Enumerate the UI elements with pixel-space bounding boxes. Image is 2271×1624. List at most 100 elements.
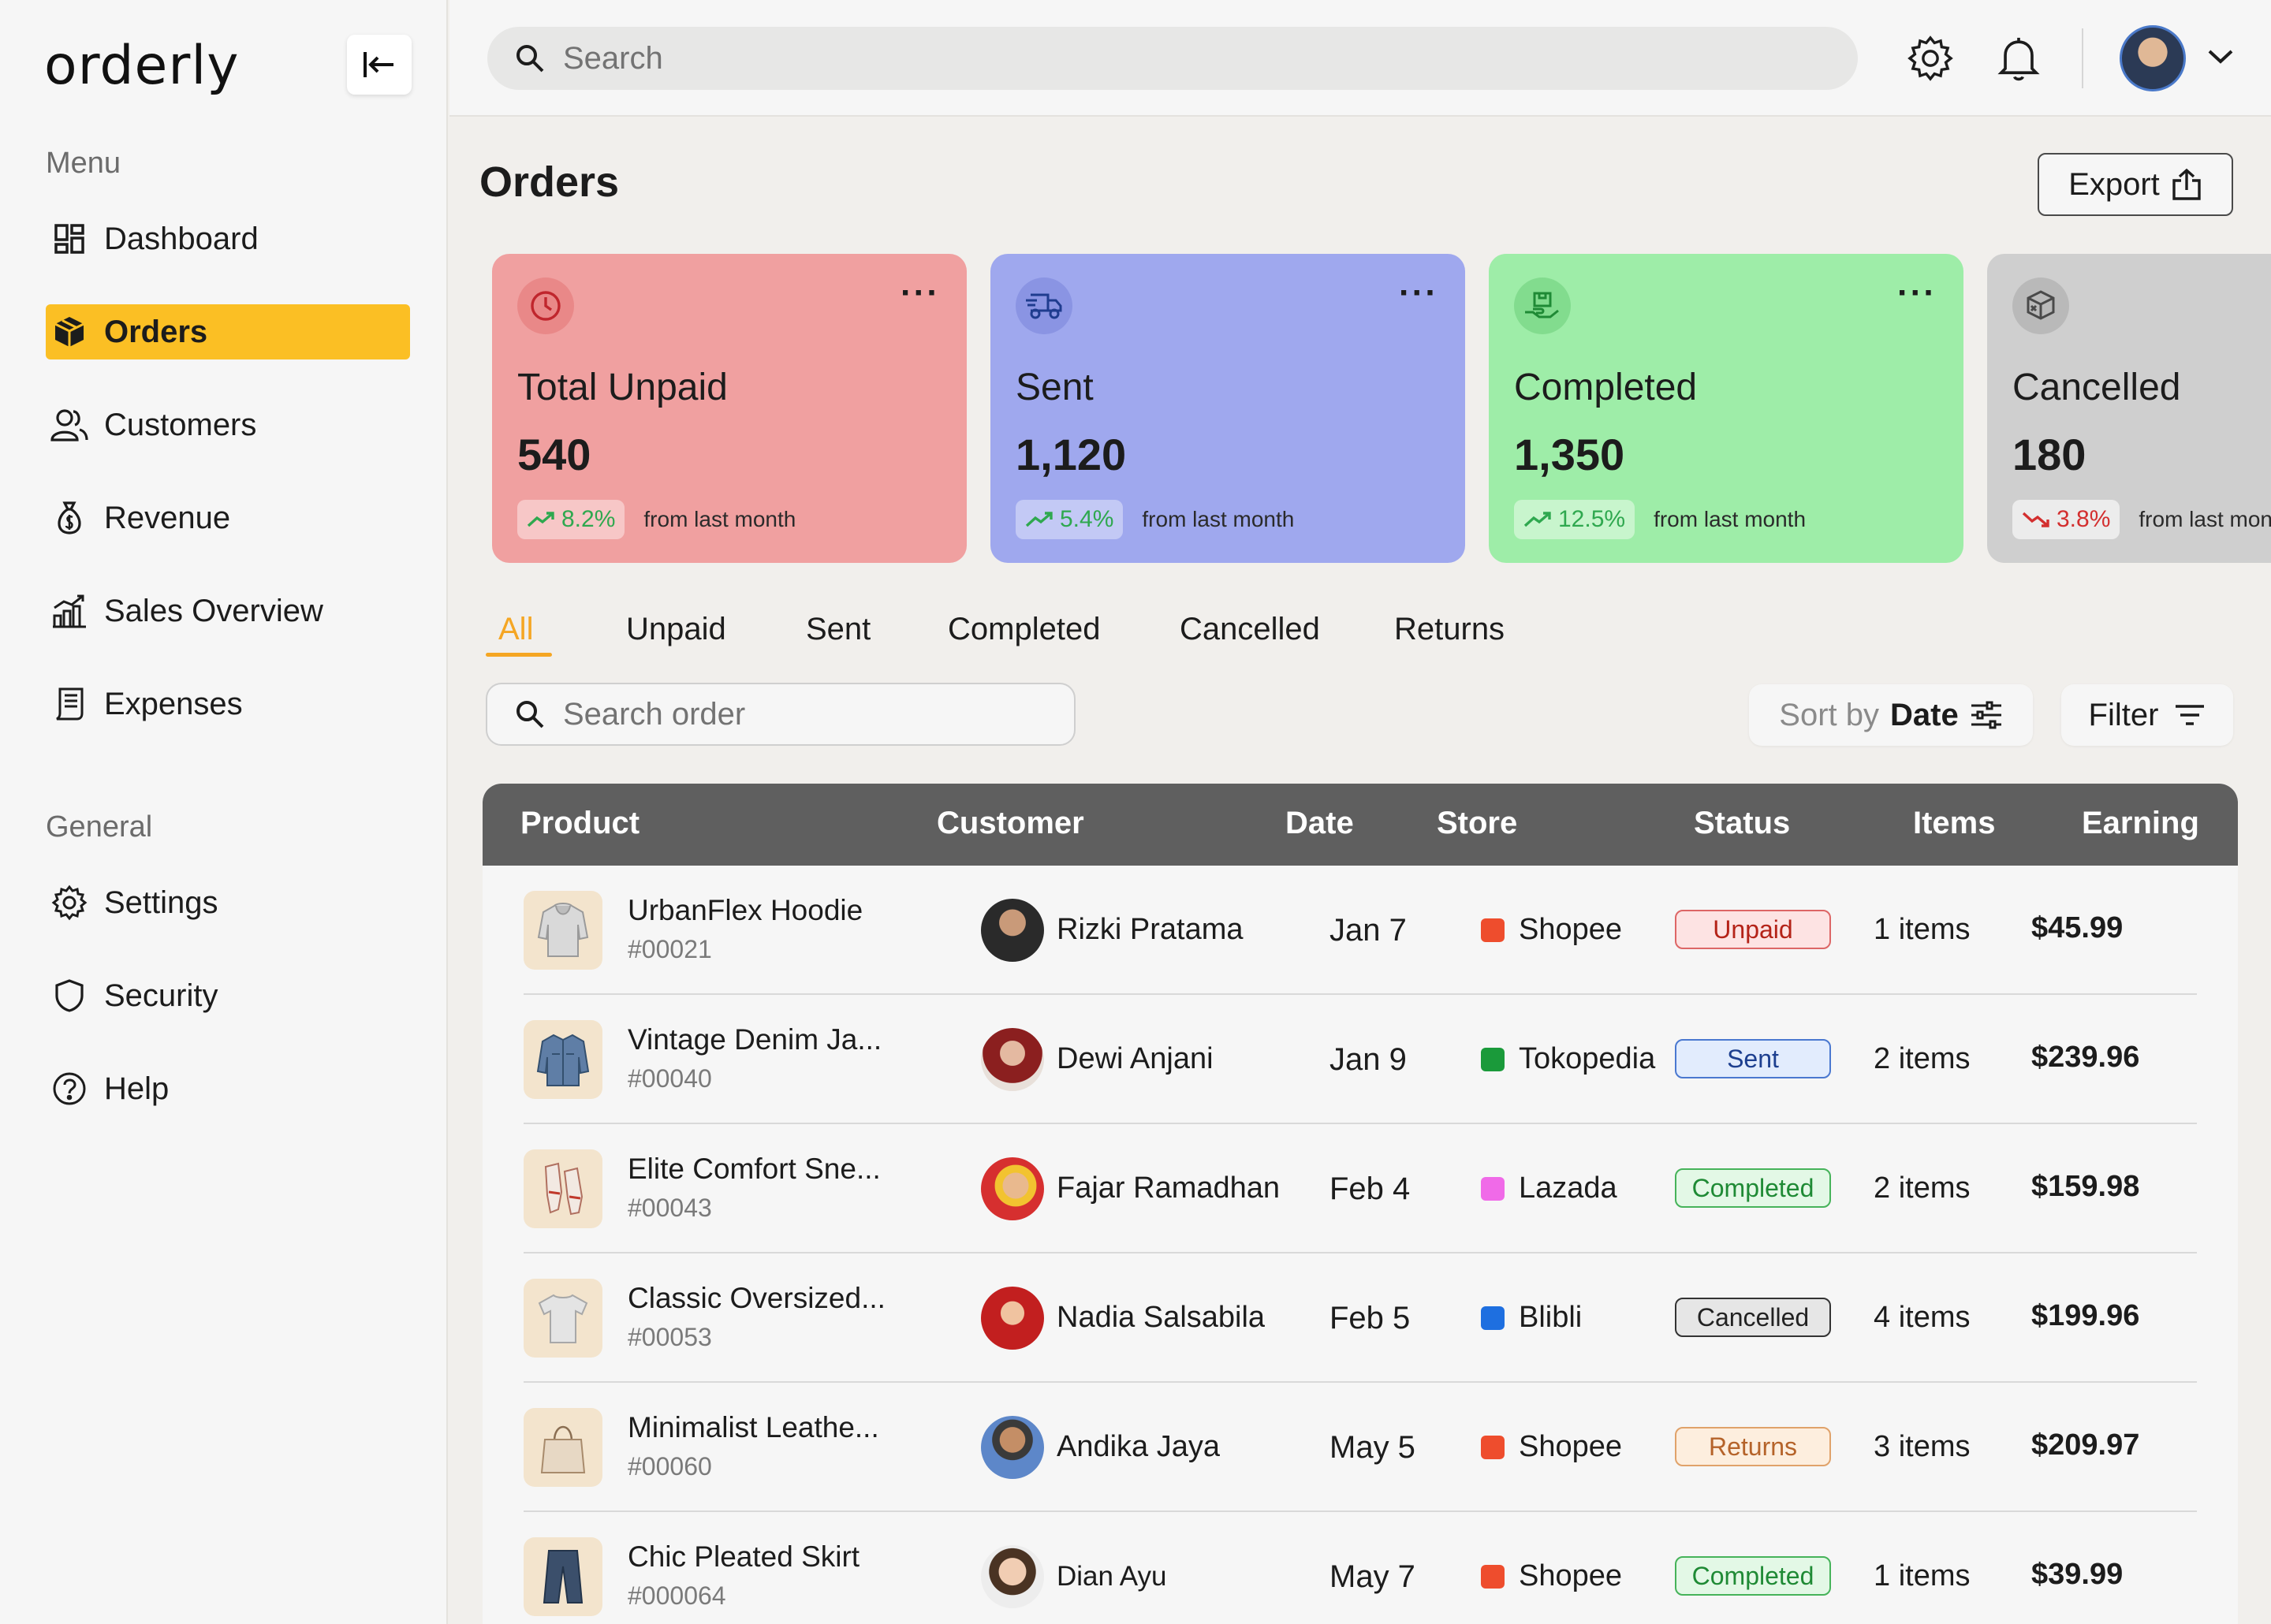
tab-sent[interactable]: Sent (806, 612, 871, 646)
order-search-placeholder: Search order (563, 696, 746, 732)
store-color-swatch (1481, 1564, 1505, 1589)
trend-pill: 3.8% (2012, 500, 2120, 539)
table-row[interactable]: Elite Comfort Sne... #00043 Fajar Ramadh… (524, 1124, 2197, 1253)
product-name[interactable]: Elite Comfort Sne... (628, 1153, 881, 1185)
general-section-title: General (46, 810, 153, 844)
sort-button[interactable]: Sort by Date (1749, 684, 2033, 746)
collapse-sidebar-button[interactable] (347, 35, 412, 95)
store-color-swatch (1481, 1047, 1505, 1071)
item-count: 2 items (1874, 1042, 1971, 1075)
item-count: 3 items (1874, 1430, 1971, 1463)
table-row[interactable]: Classic Oversized... #00053 Nadia Salsab… (524, 1253, 2197, 1383)
tab-unpaid[interactable]: Unpaid (626, 612, 726, 646)
trend-up-icon (527, 512, 554, 527)
orders-table: Product Customer Date Store Status Items… (483, 784, 2238, 1624)
column-header-store[interactable]: Store (1437, 806, 1518, 840)
tab-completed[interactable]: Completed (948, 612, 1101, 646)
status-badge: Unpaid (1675, 910, 1831, 949)
column-header-earning[interactable]: Earning (2082, 806, 2199, 840)
trend-note: from last month (1142, 507, 1295, 531)
stat-card-completed[interactable]: ··· Completed 1,350 12.5% from last mont… (1489, 254, 1963, 563)
trend-note: from last month (2139, 507, 2271, 531)
product-name[interactable]: Minimalist Leathe... (628, 1411, 879, 1443)
status-badge: Sent (1675, 1039, 1831, 1078)
truck-icon (1016, 277, 1072, 334)
order-id: #00053 (628, 1323, 712, 1351)
column-header-date[interactable]: Date (1285, 806, 1354, 840)
column-header-customer[interactable]: Customer (937, 806, 1084, 840)
product-name[interactable]: UrbanFlex Hoodie (628, 894, 863, 926)
more-options-icon[interactable]: ··· (901, 274, 940, 312)
table-row[interactable]: Vintage Denim Ja... #00040 Dewi Anjani J… (524, 995, 2197, 1124)
customer-avatar (981, 1287, 1044, 1350)
stat-card-total-unpaid[interactable]: ··· Total Unpaid 540 8.2% from last mont… (492, 254, 967, 563)
export-button[interactable]: Export (2038, 153, 2233, 216)
sidebar-item-settings[interactable]: Settings (46, 875, 410, 930)
account-menu-button[interactable] (2203, 39, 2238, 74)
user-avatar[interactable] (2120, 25, 2186, 91)
product-name[interactable]: Classic Oversized... (628, 1282, 886, 1314)
sidebar-item-revenue[interactable]: Revenue (46, 490, 410, 546)
filter-label: Filter (2088, 697, 2159, 732)
more-options-icon[interactable]: ··· (1897, 274, 1937, 312)
sidebar-item-dashboard[interactable]: Dashboard (46, 211, 410, 266)
tab-all[interactable]: All (498, 612, 534, 646)
store-color-swatch (1481, 918, 1505, 942)
tab-cancelled[interactable]: Cancelled (1180, 612, 1320, 646)
money-bag-icon (46, 498, 93, 538)
order-id: #00060 (628, 1452, 712, 1481)
product-thumbnail-sneakers (524, 1149, 602, 1228)
notifications-button[interactable] (1990, 30, 2047, 87)
sidebar-item-customers[interactable]: Customers (46, 397, 410, 453)
column-header-items[interactable]: Items (1913, 806, 1996, 840)
card-value: 180 (2012, 430, 2086, 479)
store: Tokopedia (1481, 1042, 1655, 1076)
store: Blibli (1481, 1301, 1582, 1335)
product-name[interactable]: Chic Pleated Skirt (628, 1540, 860, 1573)
card-trend: 3.8% from last month (2012, 500, 2271, 539)
order-id: #00021 (628, 935, 712, 963)
table-row[interactable]: Chic Pleated Skirt #000064 Dian Ayu May … (524, 1512, 2197, 1624)
sidebar-item-help[interactable]: Help (46, 1061, 410, 1116)
column-header-status[interactable]: Status (1694, 806, 1791, 840)
status-badge: Cancelled (1675, 1298, 1831, 1337)
earning: $39.99 (2031, 1558, 2124, 1591)
trend-pill: 5.4% (1016, 500, 1124, 539)
sidebar-item-orders[interactable]: Orders (46, 304, 410, 359)
gear-icon (1907, 35, 1953, 81)
store-color-swatch (1481, 1176, 1505, 1201)
menu-section-title: Menu (46, 147, 121, 180)
store: Shopee (1481, 1559, 1622, 1593)
search-icon (516, 701, 544, 728)
column-header-product[interactable]: Product (520, 806, 640, 840)
product-thumbnail-hoodie (524, 891, 602, 970)
clock-icon (517, 277, 574, 334)
table-row[interactable]: Minimalist Leathe... #00060 Andika Jaya … (524, 1383, 2197, 1512)
more-options-icon[interactable]: ··· (1399, 274, 1438, 312)
table-row[interactable]: UrbanFlex Hoodie #00021 Rizki Pratama Ja… (524, 866, 2197, 995)
card-label: Sent (1016, 367, 1094, 408)
sidebar-item-security[interactable]: Security (46, 968, 410, 1023)
stat-card-cancelled[interactable]: Cancelled 180 3.8% from last month (1987, 254, 2271, 563)
topbar: Search (449, 0, 2271, 117)
delivery-icon (1514, 277, 1571, 334)
card-label: Total Unpaid (517, 367, 728, 408)
tab-returns[interactable]: Returns (1394, 612, 1505, 646)
sliders-icon (1971, 701, 2001, 729)
global-search-input[interactable]: Search (487, 27, 1858, 90)
order-date: Jan 7 (1329, 913, 1407, 948)
card-label: Completed (1514, 367, 1698, 408)
order-date: May 7 (1329, 1559, 1415, 1594)
order-search-input[interactable]: Search order (486, 683, 1076, 746)
item-count: 1 items (1874, 1559, 1971, 1592)
stat-card-sent[interactable]: ··· Sent 1,120 5.4% from last month (990, 254, 1465, 563)
sidebar-item-sales-overview[interactable]: Sales Overview (46, 583, 410, 639)
earning: $209.97 (2031, 1428, 2140, 1462)
settings-button[interactable] (1902, 30, 1959, 87)
help-icon (46, 1069, 93, 1108)
order-date: Jan 9 (1329, 1042, 1407, 1077)
filter-button[interactable]: Filter (2061, 684, 2233, 746)
sidebar-item-expenses[interactable]: Expenses (46, 676, 410, 732)
product-name[interactable]: Vintage Denim Ja... (628, 1023, 882, 1056)
customer-avatar (981, 1157, 1044, 1220)
